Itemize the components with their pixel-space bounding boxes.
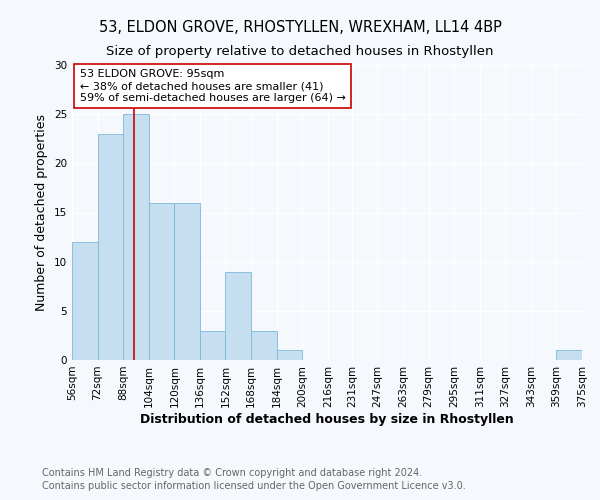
Text: 53 ELDON GROVE: 95sqm
← 38% of detached houses are smaller (41)
59% of semi-deta: 53 ELDON GROVE: 95sqm ← 38% of detached … [80,70,346,102]
Bar [149,202,175,360]
Bar [72,242,98,360]
Text: Size of property relative to detached houses in Rhostyllen: Size of property relative to detached ho… [106,45,494,58]
Bar [98,134,123,360]
Bar [175,202,200,360]
Bar [123,114,149,360]
Bar [277,350,302,360]
Text: Contains HM Land Registry data © Crown copyright and database right 2024.: Contains HM Land Registry data © Crown c… [42,468,422,477]
Bar [556,350,582,360]
Y-axis label: Number of detached properties: Number of detached properties [35,114,49,311]
Text: 53, ELDON GROVE, RHOSTYLLEN, WREXHAM, LL14 4BP: 53, ELDON GROVE, RHOSTYLLEN, WREXHAM, LL… [98,20,502,35]
Bar [226,272,251,360]
Bar [200,330,226,360]
X-axis label: Distribution of detached houses by size in Rhostyllen: Distribution of detached houses by size … [140,412,514,426]
Text: Contains public sector information licensed under the Open Government Licence v3: Contains public sector information licen… [42,481,466,491]
Bar [251,330,277,360]
